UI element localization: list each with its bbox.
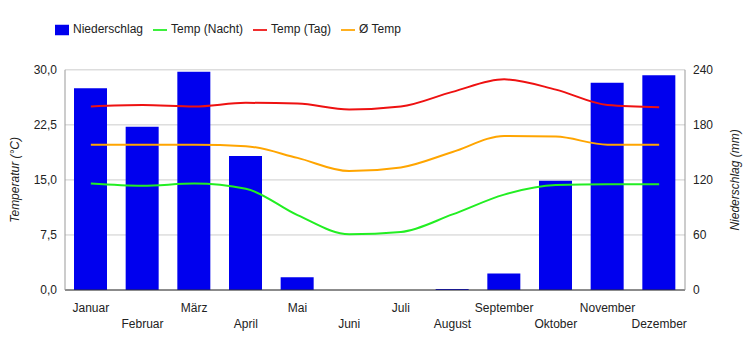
svg-text:0,0: 0,0 <box>40 283 57 297</box>
html-text:Niederschlag: Niederschlag <box>73 22 143 36</box>
svg-text:August: August <box>434 317 472 331</box>
svg-text:240: 240 <box>693 63 713 77</box>
svg-text:September: September <box>475 301 534 315</box>
svg-text:Dezember: Dezember <box>631 317 686 331</box>
svg-text:180: 180 <box>693 118 713 132</box>
html-text:Temp (Tag): Temp (Tag) <box>271 22 332 36</box>
svg-text:22,5: 22,5 <box>34 118 58 132</box>
svg-text:30,0: 30,0 <box>34 63 58 77</box>
svg-text:60: 60 <box>693 228 707 242</box>
svg-text:15,0: 15,0 <box>34 173 58 187</box>
svg-text:Mai: Mai <box>288 301 307 315</box>
svg-text:Januar: Januar <box>72 301 109 315</box>
svg-text:Niederschlag (mm): Niederschlag (mm) <box>728 129 742 230</box>
svg-text:März: März <box>181 301 208 315</box>
svg-text:April: April <box>234 317 258 331</box>
svg-text:0: 0 <box>693 283 700 297</box>
svg-text:Oktober: Oktober <box>534 317 577 331</box>
svg-text:November: November <box>580 301 635 315</box>
svg-text:7,5: 7,5 <box>40 228 57 242</box>
html-text:Temp (Nacht): Temp (Nacht) <box>171 22 244 36</box>
html-text:Ø Temp: Ø Temp <box>359 22 401 36</box>
svg-text:120: 120 <box>693 173 713 187</box>
svg-text:Juli: Juli <box>392 301 410 315</box>
svg-text:Temperatur (°C): Temperatur (°C) <box>8 137 22 223</box>
svg-text:Februar: Februar <box>121 317 163 331</box>
svg-text:Juni: Juni <box>338 317 360 331</box>
